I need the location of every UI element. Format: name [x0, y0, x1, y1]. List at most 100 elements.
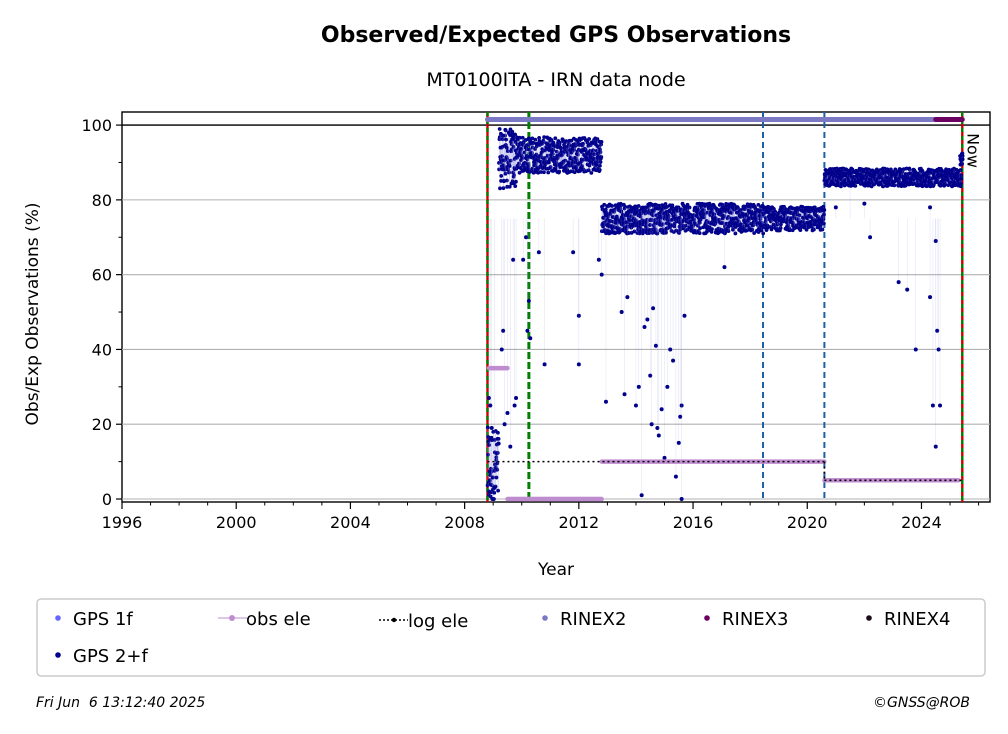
- gps-2f-point: [652, 224, 657, 229]
- gps-2f-point: [581, 141, 586, 146]
- gps-2f-point: [486, 452, 490, 457]
- gps-2f-point: [489, 466, 493, 471]
- gps-2f-point: [598, 150, 603, 155]
- gps-2f-point: [521, 257, 526, 262]
- gps-2f-point: [645, 317, 650, 322]
- gps-2f-point: [492, 497, 496, 501]
- gps-2f-point: [517, 161, 521, 166]
- gps-2f-point: [599, 155, 604, 159]
- gps-2f-point: [650, 218, 655, 223]
- gps-2f-point: [491, 475, 495, 480]
- gps-2f-point: [492, 485, 497, 490]
- gps-2f-point: [542, 135, 547, 140]
- gps-2f-point: [502, 422, 507, 427]
- gps-2f-point: [537, 135, 542, 140]
- gps-2f-point: [557, 169, 562, 174]
- gps-2f-point: [533, 137, 538, 142]
- gps-2f-point: [959, 176, 964, 181]
- gps-2f-point: [598, 163, 602, 168]
- gps-2f-point: [933, 444, 938, 449]
- gps-2f-point: [622, 392, 627, 397]
- gps-2f-point: [488, 473, 493, 477]
- gps-2f-point: [822, 207, 827, 212]
- gps-2f-point: [527, 147, 532, 152]
- gps-2f-point: [618, 206, 623, 210]
- gps-2f-point: [489, 425, 494, 430]
- gps-2f-point: [497, 167, 502, 172]
- gps-2f-point: [622, 217, 627, 221]
- gps-2f-point: [508, 444, 513, 449]
- gps-2f-point: [647, 231, 652, 236]
- gps-2f-point: [649, 422, 654, 427]
- gps-2f-point: [500, 137, 505, 142]
- gps-2f-point: [619, 310, 624, 315]
- gps-2f-point: [505, 178, 509, 183]
- gps-2f-point: [488, 478, 492, 483]
- gps-2f-point: [495, 430, 500, 435]
- gps-2f-point: [572, 147, 577, 152]
- grid: [122, 124, 990, 500]
- gps-2f-point: [496, 436, 501, 441]
- gps-2f-point: [679, 497, 684, 502]
- gps-2f-point: [587, 163, 592, 168]
- gps-2f-point: [514, 396, 519, 401]
- chart-subtitle: MT0100ITA - IRN data node: [426, 69, 685, 91]
- gps-2f-point: [500, 154, 505, 159]
- plot-area: 1996 2000 2004 2008 2012 2016 2020 2024 0204060…: [81, 111, 991, 532]
- gps-2f-point: [905, 287, 910, 292]
- gps-2f-point: [504, 145, 509, 150]
- gps-2f-point: [559, 146, 563, 151]
- gps-2f-point: [511, 145, 516, 149]
- gps-2f-point: [592, 157, 597, 162]
- gps-2f-point: [501, 186, 506, 191]
- gps-2f-point: [525, 328, 530, 333]
- gps-2f-point: [589, 159, 594, 163]
- gps-2f-point: [499, 174, 504, 178]
- gps-2f-point: [563, 158, 568, 163]
- gps-2f-point: [492, 438, 497, 442]
- gps-2f-point: [636, 204, 641, 208]
- gps-2f-point: [503, 128, 508, 133]
- gps-2f-point: [517, 170, 522, 175]
- gps-2f-point: [494, 455, 499, 460]
- gps-2f-point: [531, 141, 536, 146]
- gps-2f-point: [666, 214, 671, 218]
- gps-2f-point: [676, 440, 681, 445]
- gps-2f-point: [566, 142, 571, 147]
- gps-2f-point: [599, 229, 604, 234]
- gps-2f-point: [551, 148, 556, 152]
- gps-2f-point: [933, 239, 938, 244]
- gps-2f-point: [507, 170, 511, 175]
- gps-2f-point: [539, 159, 544, 164]
- gps-2f-point: [513, 132, 518, 137]
- gps-2f-point: [625, 295, 630, 300]
- gps-2f-point: [507, 164, 512, 168]
- gps-2f-point: [659, 407, 664, 412]
- plot-frame: [121, 111, 991, 503]
- gps-2f-point: [504, 137, 508, 142]
- gps-2f-point: [487, 443, 492, 447]
- gps-2f-point: [671, 358, 676, 363]
- gps-2f-point: [524, 147, 529, 152]
- gps-2f-point: [572, 170, 577, 175]
- gps-2f-point: [512, 173, 517, 178]
- gps-2f-point: [928, 205, 933, 210]
- gps-2f-point: [664, 230, 668, 235]
- gps-2f-point: [862, 201, 867, 206]
- gps-2f-point: [644, 223, 649, 228]
- gps-2f-point: [514, 179, 518, 184]
- gps-2f-point: [513, 184, 518, 189]
- gps-2f-point: [557, 140, 562, 145]
- gps-2f-point: [507, 184, 512, 189]
- gps-2f-point: [587, 137, 591, 141]
- gps-2f-point: [662, 455, 667, 460]
- gps-2f-point: [499, 178, 503, 183]
- gps-2f-point: [642, 325, 647, 330]
- gps-2f-point: [539, 170, 543, 174]
- gps-2f-point: [665, 205, 669, 209]
- gps-2f-point: [595, 137, 600, 141]
- gps-2f-point: [663, 202, 668, 206]
- gps-2f-point: [591, 148, 596, 153]
- gps-2f-point: [868, 235, 873, 240]
- gps-2f-point: [496, 488, 500, 493]
